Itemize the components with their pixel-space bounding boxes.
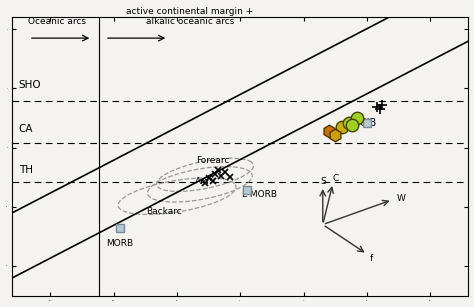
Text: SHO: SHO	[19, 80, 41, 91]
Text: OIB: OIB	[359, 118, 377, 128]
Text: active continental margin +
alkalic oceanic arcs: active continental margin + alkalic ocea…	[126, 7, 254, 26]
Text: Arc: Arc	[195, 177, 210, 186]
Text: f: f	[369, 255, 373, 263]
Text: Forearc: Forearc	[196, 156, 229, 165]
Text: Backarc: Backarc	[146, 207, 182, 216]
Text: Oceanic arcs: Oceanic arcs	[28, 17, 86, 26]
Text: W: W	[397, 194, 406, 203]
Text: S: S	[320, 177, 326, 186]
Text: MORB: MORB	[107, 239, 134, 248]
Text: CA: CA	[19, 124, 33, 134]
Text: E-MORB: E-MORB	[241, 190, 277, 199]
Text: C: C	[332, 174, 338, 183]
Text: TH: TH	[19, 165, 33, 175]
